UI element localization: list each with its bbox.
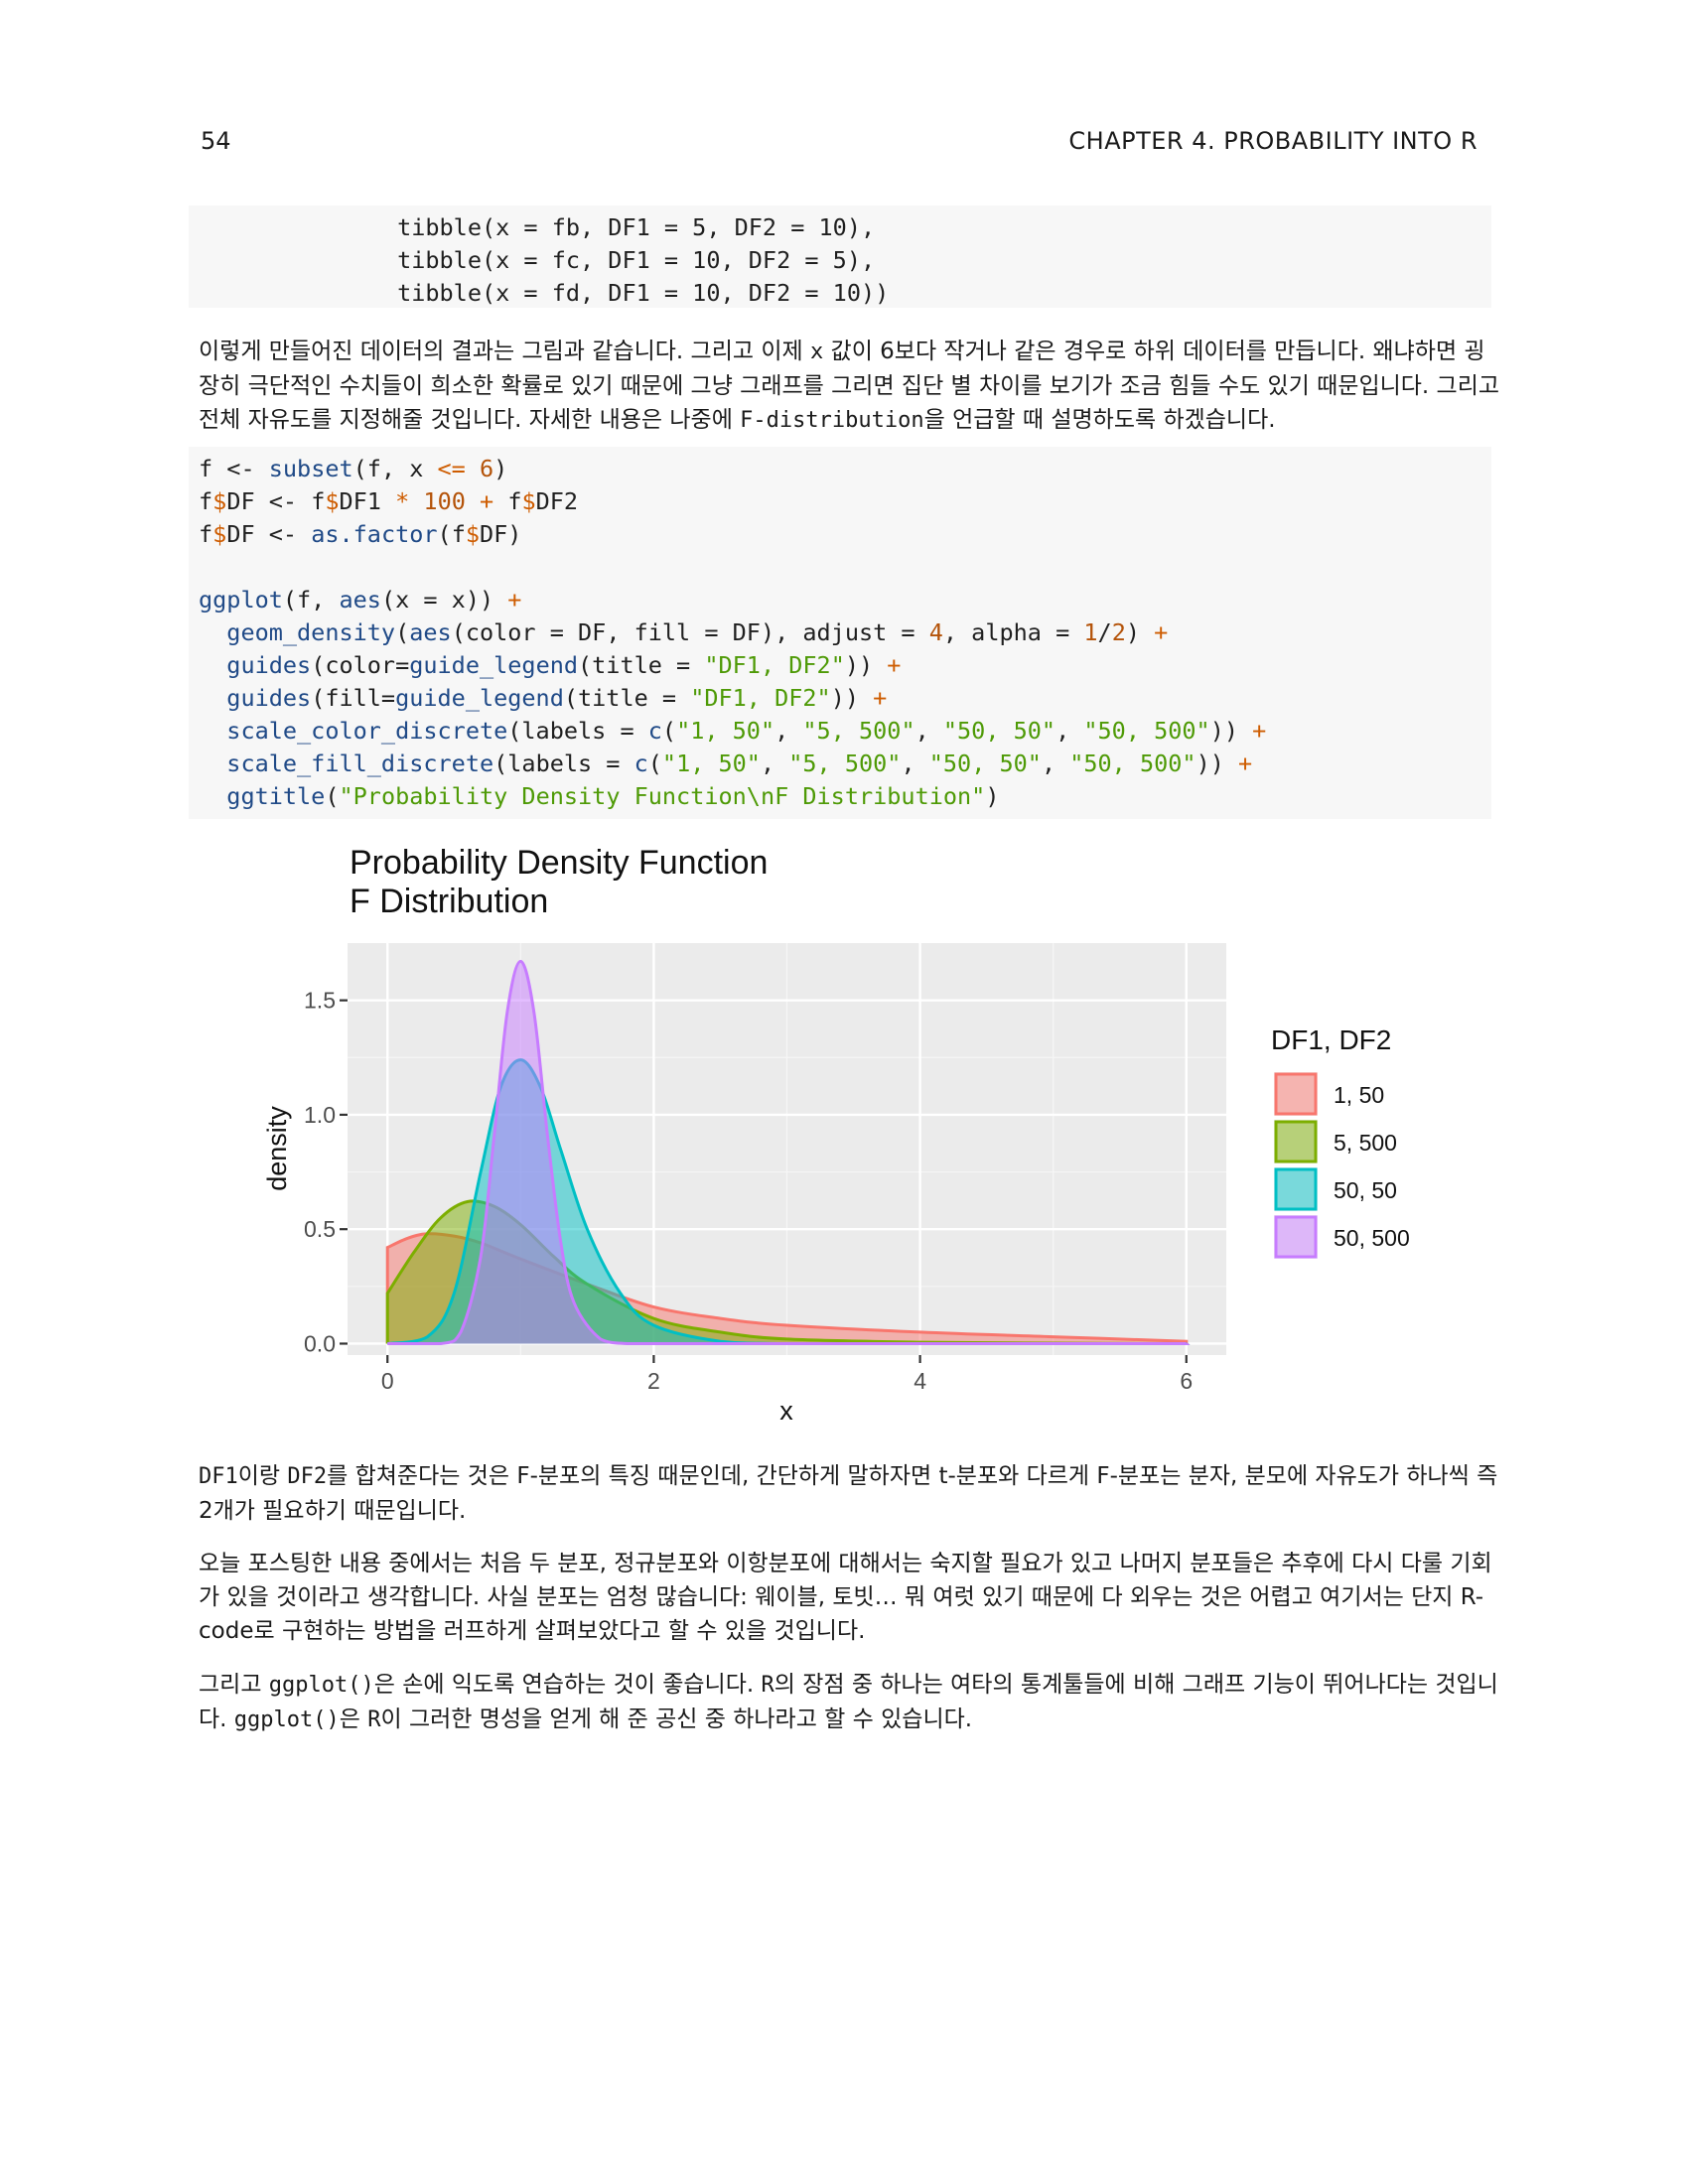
- code-line: f$DF <- as.factor(f$DF): [199, 520, 522, 548]
- text: 을 언급할 때 설명하도록 하겠습니다.: [923, 407, 1276, 433]
- code-block-tibble: tibble(x = fb, DF1 = 5, DF2 = 10), tibbl…: [189, 205, 1491, 308]
- text: 이렇게 만들어진 데이터의 결과는 그림과 같습니다. 그리고 이제: [199, 339, 810, 364]
- code-line: f <- subset(f, x <= 6): [199, 455, 508, 482]
- chapter-header: CHAPTER 4. PROBABILITY INTO R: [1068, 127, 1477, 155]
- density-area-fill: [387, 961, 1187, 1344]
- y-tick-label: 0.0: [304, 1330, 336, 1356]
- inline-code: ggplot(): [268, 1673, 374, 1698]
- paragraph-df-explanation: DF1이랑 DF2를 합쳐준다는 것은 F-분포의 특징 때문인데, 간단하게 …: [199, 1459, 1501, 1528]
- code-line: geom_density(aes(color = DF, fill = DF),…: [226, 618, 1169, 646]
- code-block-ggplot: f <- subset(f, x <= 6) f$DF <- f$DF1 * 1…: [189, 447, 1491, 819]
- legend: 1, 50 5, 500 50, 50 50, 500: [1274, 1072, 1410, 1259]
- legend-label: 50, 50: [1334, 1177, 1397, 1203]
- x-tick-label: 6: [1180, 1368, 1193, 1394]
- legend-key: [1274, 1072, 1318, 1116]
- density-line: [387, 959, 1191, 1346]
- code-line: tibble(x = fd, DF1 = 10, DF2 = 10)): [201, 279, 890, 307]
- text: 은: [339, 1706, 368, 1732]
- legend-key: [1274, 1167, 1318, 1211]
- page-number: 54: [201, 127, 231, 155]
- code-line: ggplot(f, aes(x = x)) +: [199, 586, 522, 614]
- text: 이 그러한 명성을 얻게 해 준 공신 중 하나라고 할 수 있습니다.: [380, 1706, 973, 1732]
- inline-code: F-distribution: [740, 408, 924, 433]
- text: 값이 6보다 작거나 같은 경우로 하위 데이터를 만듭니다. 왜냐하면 굉장히…: [199, 339, 1500, 433]
- code-line: scale_fill_discrete(labels = c("1, 50", …: [226, 750, 1253, 777]
- y-tick-label: 0.5: [304, 1216, 336, 1242]
- paragraph-summary: 오늘 포스팅한 내용 중에서는 처음 두 분포, 정규분포와 이항분포에 대해서…: [199, 1551, 1492, 1644]
- inline-code: DF2: [287, 1464, 328, 1489]
- x-tick-label: 0: [381, 1368, 394, 1394]
- inline-code: R: [761, 1673, 774, 1698]
- y-axis-label: density: [262, 1106, 292, 1191]
- chart-subtitle: F Distribution: [350, 883, 548, 920]
- inline-code: x: [809, 340, 824, 364]
- legend-title: DF1, DF2: [1271, 1024, 1391, 1055]
- text: 의 장점 중 하나는 여타의 통계툴들에 비해 그래프 기능이 뛰어나다는 것입…: [199, 1672, 1498, 1732]
- code-line: tibble(x = fb, DF1 = 5, DF2 = 10),: [201, 213, 876, 241]
- y-tick-label: 1.5: [304, 988, 336, 1014]
- inline-code: ggplot(): [233, 1707, 340, 1732]
- axes: 0 2 4 6 0.0 0.5 1.0 1.5: [304, 988, 1193, 1394]
- legend-key: [1274, 1120, 1318, 1163]
- paragraph-ggplot-note: 그리고 ggplot()은 손에 익도록 연습하는 것이 좋습니다. R의 장점…: [199, 1668, 1501, 1737]
- text: 를 합쳐준다는 것은 F-분포의 특징 때문인데, 간단하게 말하자면 t-분포…: [199, 1463, 1498, 1524]
- legend-label: 5, 500: [1334, 1130, 1397, 1156]
- x-axis-label: x: [779, 1396, 793, 1426]
- code-line: scale_color_discrete(labels = c("1, 50",…: [226, 717, 1267, 745]
- code-line: f$DF <- f$DF1 * 100 + f$DF2: [199, 487, 579, 515]
- text: 이랑: [237, 1463, 288, 1489]
- code-line: guides(fill=guide_legend(title = "DF1, D…: [226, 684, 888, 712]
- chart-title: Probability Density Function: [350, 844, 768, 882]
- text: 은 손에 익도록 연습하는 것이 좋습니다.: [373, 1672, 762, 1698]
- text: 그리고: [199, 1672, 269, 1698]
- legend-key: [1274, 1215, 1318, 1259]
- code-line: tibble(x = fc, DF1 = 10, DF2 = 5),: [201, 246, 876, 274]
- density-areas: [385, 959, 1191, 1346]
- density-area-fill: [387, 1059, 1187, 1344]
- legend-label: 1, 50: [1334, 1082, 1384, 1108]
- density-chart: Probability Density Function F Distribut…: [262, 844, 1410, 1426]
- code-line: guides(color=guide_legend(title = "DF1, …: [226, 651, 902, 679]
- inline-code: DF1: [199, 1464, 238, 1489]
- x-tick-label: 2: [647, 1368, 660, 1394]
- inline-code: R: [367, 1707, 381, 1732]
- x-tick-label: 4: [914, 1368, 926, 1394]
- paragraph-subset-intro: 이렇게 만들어진 데이터의 결과는 그림과 같습니다. 그리고 이제 x 값이 …: [199, 335, 1501, 438]
- legend-label: 50, 500: [1334, 1225, 1410, 1251]
- y-tick-label: 1.0: [304, 1102, 336, 1128]
- code-line: ggtitle("Probability Density Function\nF…: [226, 782, 1000, 810]
